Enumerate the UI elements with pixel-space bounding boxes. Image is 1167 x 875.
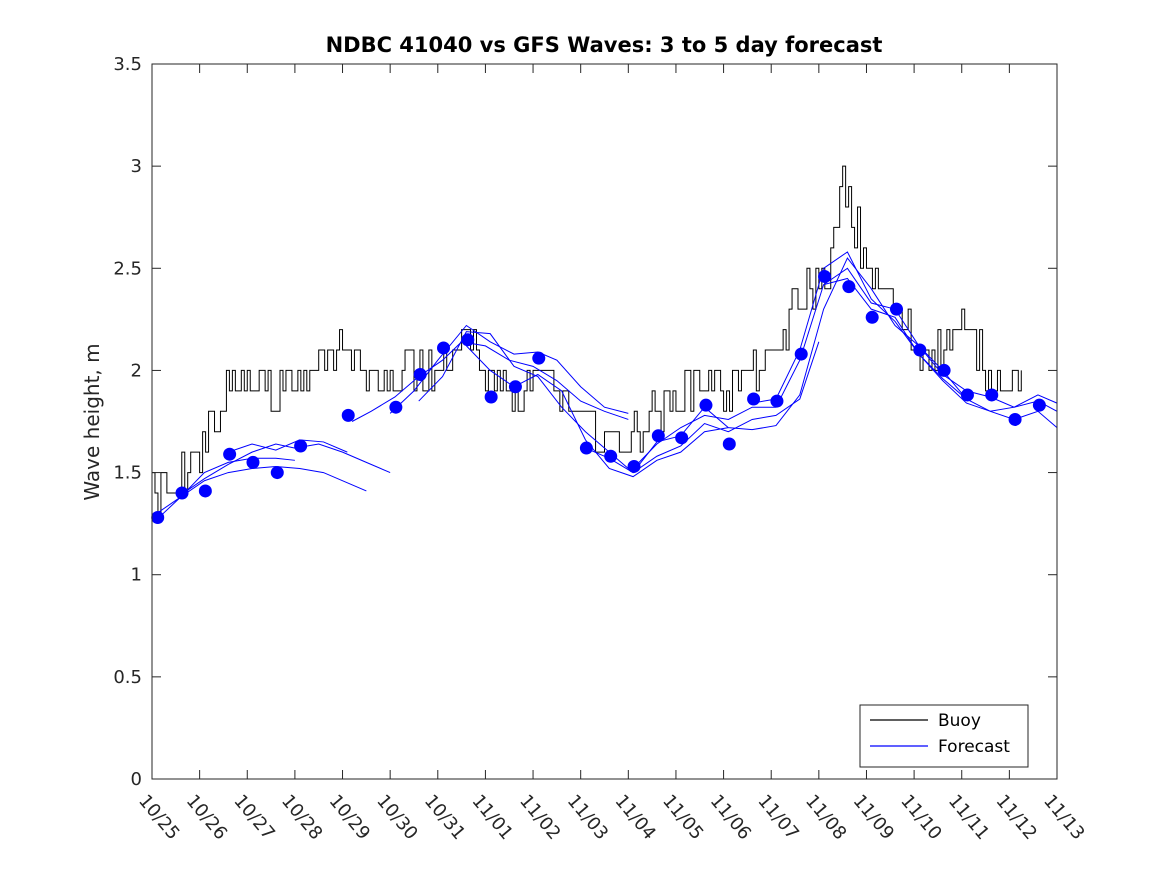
forecast-point (579, 441, 593, 455)
forecast-line (418, 331, 820, 474)
plot-area (151, 64, 1058, 779)
chart-title: NDBC 41040 vs GFS Waves: 3 to 5 day fore… (326, 33, 883, 57)
legend-forecast-label: Forecast (938, 737, 1010, 757)
y-tick-label: 1.5 (113, 463, 142, 484)
y-axis-label: Wave height, m (80, 343, 104, 500)
forecast-point (437, 341, 451, 355)
forecast-line (351, 341, 629, 422)
y-tick-label: 2.5 (113, 258, 142, 279)
forecast-point (294, 439, 308, 453)
buoy-series (152, 165, 1022, 514)
y-tick-labels: 0 0.5 1 1.5 2 2.5 3 3.5 (113, 54, 142, 790)
y-tick-label: 3.5 (113, 54, 142, 75)
forecast-line (389, 324, 629, 414)
forecast-point (1032, 398, 1046, 412)
forecast-point (413, 368, 427, 382)
forecast-line (752, 251, 1058, 412)
plot-background (152, 64, 1057, 779)
forecast-point (389, 400, 403, 414)
forecast-line (823, 277, 1058, 429)
forecast-point (198, 484, 212, 498)
forecast-point (794, 347, 808, 361)
buoy-line (152, 165, 1022, 514)
axes (151, 63, 1058, 780)
forecast-line (156, 465, 367, 514)
forecast-point (651, 429, 665, 443)
forecast-point (341, 408, 355, 422)
forecast-point (270, 466, 284, 480)
forecast-point (246, 455, 260, 469)
forecast-point (960, 388, 974, 402)
y-tick-label: 2 (131, 360, 142, 381)
forecast-point (722, 437, 736, 451)
forecast-point (937, 363, 951, 377)
forecast-point (889, 302, 903, 316)
forecast-point (484, 390, 498, 404)
legend-box (859, 704, 1029, 768)
forecast-point (865, 310, 879, 324)
forecast-point (223, 447, 237, 461)
forecast-point (175, 486, 189, 500)
forecast-point (1008, 412, 1022, 426)
y-tick-label: 3 (131, 156, 142, 177)
forecast-point (675, 431, 689, 445)
forecast-point (747, 392, 761, 406)
forecast-point (985, 388, 999, 402)
legend: Buoy Forecast (859, 704, 1029, 768)
forecast-point (532, 351, 546, 365)
y-tick-label: 0 (131, 769, 142, 790)
forecast-point (770, 394, 784, 408)
forecast-point (842, 280, 856, 294)
legend-buoy-label: Buoy (938, 711, 981, 731)
forecast-point (604, 449, 618, 463)
forecast-point (818, 269, 832, 283)
forecast-line (228, 439, 348, 453)
y-tick-label: 1 (131, 565, 142, 586)
forecast-point (627, 459, 641, 473)
forecast-point (508, 380, 522, 394)
y-tick-label: 0.5 (113, 667, 142, 688)
forecast-points (151, 269, 1046, 525)
axes-box (151, 63, 1058, 780)
forecast-point (151, 511, 165, 525)
forecast-point (699, 398, 713, 412)
forecast-point (461, 333, 475, 347)
forecast-point (913, 343, 927, 357)
